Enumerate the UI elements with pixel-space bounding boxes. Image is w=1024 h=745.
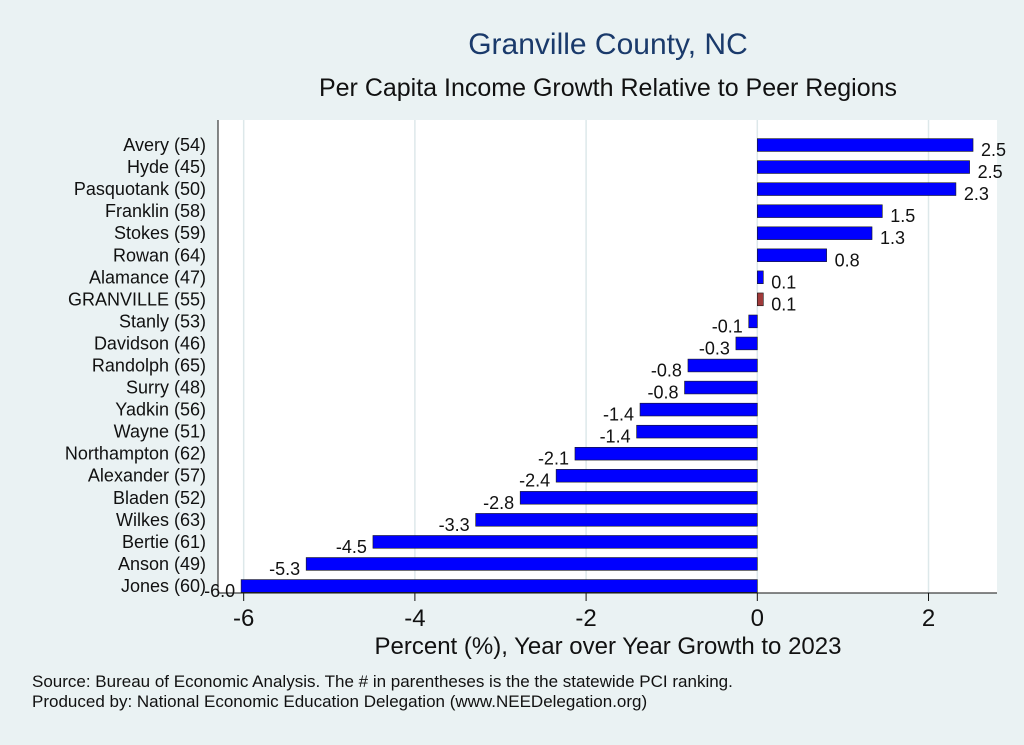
bar — [305, 557, 758, 571]
x-tick-label: 0 — [751, 605, 764, 632]
bar — [574, 446, 758, 461]
category-label: Yadkin (56) — [115, 400, 206, 420]
x-tick-label: 2 — [922, 605, 935, 632]
category-label: Stanly (53) — [119, 311, 206, 331]
bar — [372, 535, 758, 549]
category-label: Northampton (62) — [65, 444, 206, 464]
data-label: -2.4 — [519, 471, 550, 491]
category-label: Bertie (61) — [122, 532, 206, 552]
chart-subtitle: Per Capita Income Growth Relative to Pee… — [318, 74, 898, 102]
data-label: -6.0 — [204, 581, 235, 601]
bar — [475, 513, 758, 527]
source-note: Source: Bureau of Economic Analysis. The… — [32, 672, 733, 691]
data-label: -2.8 — [483, 493, 514, 513]
bar — [757, 182, 957, 196]
category-label: Davidson (46) — [94, 333, 206, 353]
bar — [748, 314, 758, 329]
x-tick-label: -2 — [575, 605, 596, 632]
bar — [735, 336, 758, 351]
category-label: Randolph (65) — [92, 356, 206, 376]
category-label: Stokes (59) — [114, 223, 206, 243]
category-label: Alamance (47) — [89, 267, 206, 287]
bar — [684, 380, 758, 395]
data-label: 0.8 — [835, 250, 860, 270]
category-label: Wayne (51) — [114, 422, 206, 442]
data-label: -2.1 — [538, 449, 569, 469]
chart-title: Granville County, NC — [468, 28, 748, 61]
data-label: -0.1 — [712, 316, 743, 336]
bar — [757, 160, 970, 174]
category-label: Hyde (45) — [127, 157, 206, 177]
category-label: Wilkes (63) — [116, 510, 206, 530]
bar — [687, 358, 758, 373]
data-label: 0.1 — [771, 294, 796, 314]
category-label: Jones (60) — [121, 576, 206, 596]
category-label: Avery (54) — [123, 135, 206, 155]
category-label: Alexander (57) — [88, 466, 206, 486]
data-label: -1.4 — [603, 405, 634, 425]
bar — [240, 579, 758, 593]
data-label: -0.8 — [651, 361, 682, 381]
x-tick-label: -6 — [233, 605, 254, 632]
category-label: GRANVILLE (55) — [68, 289, 206, 309]
bar — [757, 226, 873, 240]
category-label: Bladen (52) — [113, 488, 206, 508]
data-label: 1.3 — [880, 228, 905, 248]
data-label: -3.3 — [439, 515, 470, 535]
bar — [757, 292, 764, 307]
category-label: Pasquotank (50) — [74, 179, 206, 199]
data-label: -1.4 — [600, 427, 631, 447]
bar — [519, 491, 758, 505]
data-label: 0.1 — [771, 272, 796, 292]
bar — [636, 424, 758, 439]
data-label: 2.3 — [964, 184, 989, 204]
produced-by-note: Produced by: National Economic Education… — [32, 692, 648, 711]
category-label: Franklin (58) — [105, 201, 206, 221]
bar — [757, 270, 764, 285]
bar — [757, 138, 974, 152]
data-label: -0.3 — [699, 338, 730, 358]
category-label: Surry (48) — [126, 378, 206, 398]
data-label: 2.5 — [978, 162, 1003, 182]
bar — [555, 469, 758, 483]
category-label: Rowan (64) — [113, 245, 206, 265]
data-label: -0.8 — [648, 383, 679, 403]
x-tick-label: -4 — [404, 605, 425, 632]
data-label: -4.5 — [336, 537, 367, 557]
category-label: Anson (49) — [118, 554, 206, 574]
data-label: 1.5 — [890, 206, 915, 226]
bar — [757, 248, 827, 262]
data-label: -5.3 — [269, 559, 300, 579]
bar — [639, 402, 758, 417]
data-label: 2.5 — [981, 140, 1006, 160]
bar — [757, 204, 883, 218]
x-axis-label: Percent (%), Year over Year Growth to 20… — [374, 633, 842, 660]
